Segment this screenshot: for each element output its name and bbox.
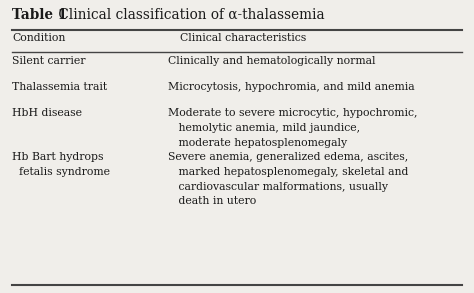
Text: Microcytosis, hypochromia, and mild anemia: Microcytosis, hypochromia, and mild anem… xyxy=(168,82,415,92)
Text: Severe anemia, generalized edema, ascites,
   marked hepatosplenomegaly, skeleta: Severe anemia, generalized edema, ascite… xyxy=(168,152,409,206)
Text: Table 1: Table 1 xyxy=(12,8,67,22)
Text: Moderate to severe microcytic, hypochromic,
   hemolytic anemia, mild jaundice,
: Moderate to severe microcytic, hypochrom… xyxy=(168,108,418,148)
Text: Clinical characteristics: Clinical characteristics xyxy=(180,33,306,43)
Text: HbH disease: HbH disease xyxy=(12,108,82,118)
Text: Condition: Condition xyxy=(12,33,65,43)
Text: Clinical classification of α-thalassemia: Clinical classification of α-thalassemia xyxy=(54,8,325,22)
Text: Clinically and hematologically normal: Clinically and hematologically normal xyxy=(168,56,375,66)
Text: Thalassemia trait: Thalassemia trait xyxy=(12,82,107,92)
Text: Silent carrier: Silent carrier xyxy=(12,56,85,66)
Text: Hb Bart hydrops
  fetalis syndrome: Hb Bart hydrops fetalis syndrome xyxy=(12,152,110,177)
